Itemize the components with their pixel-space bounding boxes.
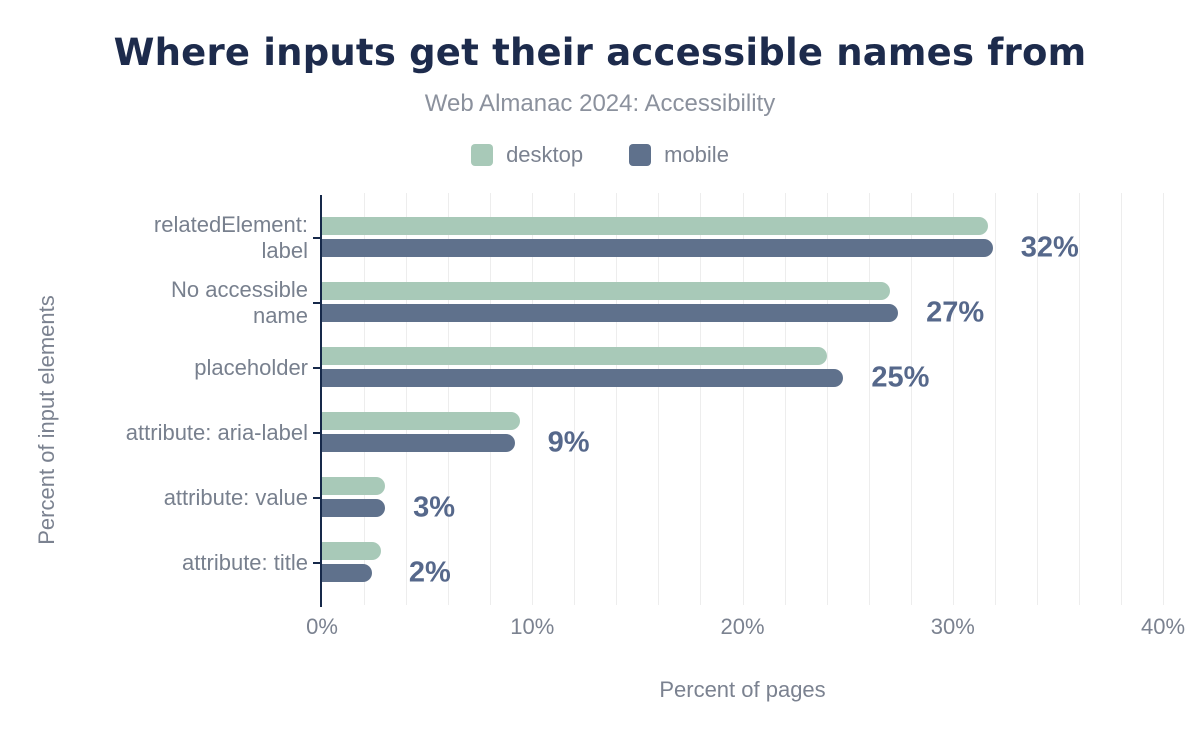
value-label: 32% [1020,231,1079,264]
bar-pair: 32% [322,205,1163,270]
bar-desktop [322,217,989,235]
bar-mobile [322,369,844,387]
legend-item-desktop: desktop [471,142,583,168]
value-label: 3% [413,491,455,524]
plot-area [313,193,1164,607]
bar-pair: 9% [322,400,1163,465]
bar-mobile [322,304,899,322]
gridline [364,193,366,605]
bar-group: attribute: aria-label 9% [0,400,1163,465]
y-axis-tick [313,431,320,434]
x-axis-tick-label: 40% [1140,614,1186,639]
y-axis-line [320,195,322,607]
y-axis-tick [313,366,320,369]
x-axis-tick-label: 20% [720,614,765,639]
bar-desktop [322,282,890,300]
bar-desktop [322,347,827,365]
bar-desktop [322,542,381,560]
x-axis-tick-labels: 0% 10% 20% 30% 40% [306,614,1185,642]
gridline [784,193,786,605]
legend: desktop mobile [0,142,1200,168]
y-axis-tick [313,561,320,564]
x-axis-tick-label: 0% [306,614,338,639]
value-label: 27% [926,296,985,329]
chart-subtitle: Web Almanac 2024: Accessibility [424,90,776,117]
category-label: relatedElement: label [153,211,308,263]
gridline [826,193,828,605]
gridline [448,193,450,605]
gridline [1163,193,1164,605]
bar-group: No accessible name 27% [0,270,1163,335]
bar-mobile [322,239,993,257]
category-label: placeholder [194,354,308,380]
category-label: No accessible name [171,276,308,328]
y-axis-tick [313,236,320,239]
gridline [700,193,702,605]
bar-desktop [322,477,386,495]
y-axis-title: Percent of input elements [34,295,59,545]
y-axis-tick [313,301,320,304]
gridline [994,193,996,605]
category-label: attribute: aria-label [125,419,308,445]
value-label: 9% [547,426,590,459]
legend-label: desktop [506,142,584,167]
bar-group: attribute: title 2% [0,530,1163,595]
x-axis-title: Percent of pages [659,677,826,702]
gridline [742,193,744,605]
legend-swatch-desktop-icon [471,144,494,166]
category-label: attribute: title [182,549,308,575]
gridline [868,193,870,605]
bar-mobile [322,434,516,452]
gridline [910,193,912,605]
x-axis-tick-label: 10% [510,614,555,639]
gridline [1036,193,1038,605]
bar-mobile [322,564,373,582]
gridline [490,193,492,605]
bar-pair: 25% [322,335,1163,400]
gridline [532,193,534,605]
bar-desktop [322,412,520,430]
bar-pair: 2% [322,530,1163,595]
chart-title: Where inputs get their accessible names … [113,31,1087,74]
gridline [1120,193,1122,605]
legend-label: mobile [664,142,729,167]
gridline [406,193,408,605]
bar-group: placeholder 25% [0,335,1163,400]
bar-group: relatedElement: label 32% [0,205,1163,270]
value-label: 2% [408,556,451,589]
gridline [574,193,576,605]
legend-item-mobile: mobile [629,142,729,168]
legend-swatch-mobile-icon [629,144,652,166]
bar-pair: 27% [322,270,1163,335]
y-axis-tick [313,496,320,499]
x-axis-tick-label: 30% [930,614,975,639]
bar-group: attribute: value 3% [0,465,1163,530]
value-label: 25% [871,361,930,394]
bar-pair: 3% [322,465,1163,530]
category-label: attribute: value [163,484,308,510]
gridline [1078,193,1080,605]
gridline [952,193,954,605]
bar-mobile [322,499,386,517]
bar-rows: relatedElement: label 32% No accessible na… [0,195,1163,595]
gridline [658,193,660,605]
gridline [616,193,618,605]
